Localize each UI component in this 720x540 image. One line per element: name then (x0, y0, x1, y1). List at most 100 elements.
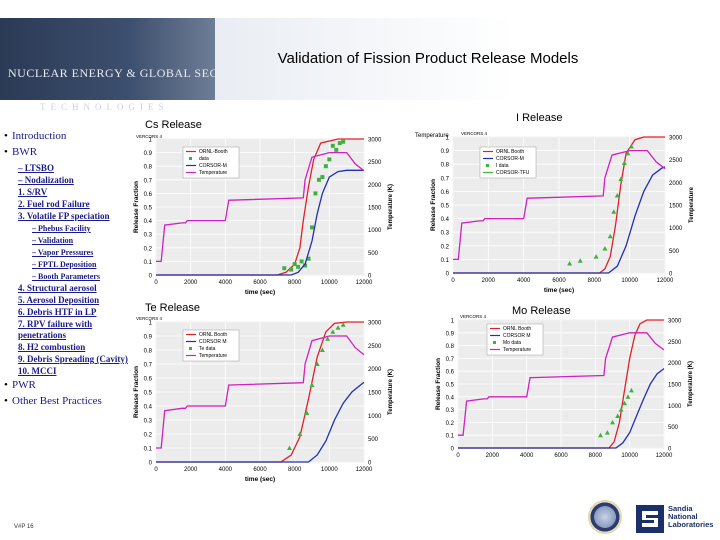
data-point (618, 407, 624, 412)
x-tick-label: 4000 (219, 280, 233, 286)
y-tick-label: 1 (446, 136, 450, 142)
data-point (611, 209, 617, 214)
y2-tick-label: 2000 (669, 181, 683, 187)
series-line-temperature (156, 151, 365, 263)
y2-tick-label: 0 (669, 272, 673, 278)
y-tick-label: 0.3 (446, 408, 455, 414)
data-point (618, 176, 624, 182)
y-tick-label: 0.2 (441, 244, 450, 250)
chart-title-mo: Mo Release (512, 305, 571, 317)
series-line-booth (156, 321, 364, 463)
legend-label: CORSOR M (199, 339, 227, 345)
y-tick-label: 0.8 (446, 344, 455, 350)
data-point (615, 413, 621, 418)
logo-background: NUCLEAR ENERGY & GLOBAL SECURITY TECHNOL… (0, 18, 257, 112)
sandia-logo-icon (636, 505, 664, 533)
sandia-line2: National (668, 512, 698, 521)
chart-te-release: 0 0.1 0.2 0.3 0.4 0.5 0.6 0.7 0.8 0.9 1 0 2000 4000 60… (133, 316, 394, 483)
outline-item[interactable]: 5. Aerosol Deposition (18, 295, 100, 305)
x-tick-label: 10000 (621, 453, 638, 459)
y-tick-label: 0 (149, 461, 153, 467)
data-point (335, 325, 341, 330)
legend-label: CORSOR M (503, 333, 531, 339)
data-point (330, 143, 335, 148)
x-tick-label: 4000 (520, 453, 534, 459)
y-tick-label: 0.2 (144, 433, 153, 439)
outline-item[interactable]: – Validation (32, 236, 74, 245)
y2-tick-label: 0 (368, 461, 372, 467)
x-tick-label: 6000 (253, 467, 267, 473)
outline-item[interactable]: – FPTL Deposition (32, 260, 97, 269)
data-point (310, 225, 314, 230)
y2-axis-label: Temperature (K) (388, 184, 394, 230)
sandia-line3: Laboratories (668, 520, 714, 529)
y2-tick-label: 3000 (668, 319, 682, 325)
legend-label: I data (496, 163, 509, 169)
data-point (323, 164, 328, 169)
legend-swatch (189, 347, 192, 350)
x-tick-label: 8000 (288, 280, 302, 286)
y2-tick-label: 2500 (669, 158, 683, 164)
y2-axis-label: Temperature (K) (388, 369, 394, 415)
data-point (577, 258, 583, 263)
outline-item[interactable]: 3. Volatile FP speciation (18, 211, 110, 221)
legend-label: Temperature (199, 170, 227, 176)
data-point (607, 233, 613, 239)
data-point (567, 260, 573, 266)
data-point (621, 160, 627, 165)
chart-corner-label: VERCORS 4 (136, 134, 163, 139)
data-point (299, 259, 304, 264)
outline-item[interactable]: – Nodalization (18, 175, 74, 185)
legend-label: ORNL Booth (496, 149, 524, 155)
outline-item[interactable]: – Booth Parameters (32, 272, 100, 281)
x-tick-label: 8000 (588, 278, 602, 284)
series-line-temperature (156, 335, 365, 449)
x-tick-label: 6000 (552, 278, 566, 284)
data-point (628, 387, 634, 393)
y-tick-label: 0.5 (441, 204, 450, 210)
y-axis-label: Release Fraction (133, 366, 140, 418)
outline-item[interactable]: 7. RPV failure with penetrations (18, 319, 93, 340)
y2-tick-label: 500 (668, 425, 679, 431)
series-line-booth (458, 319, 664, 449)
outline-item[interactable]: – Vapor Pressures (32, 248, 94, 257)
y-axis-label: Release Fraction (430, 179, 437, 231)
y2-tick-label: 1000 (669, 226, 683, 232)
data-point (341, 139, 346, 144)
data-point (597, 432, 603, 438)
x-tick-label: 0 (451, 278, 455, 284)
slide-code: V#P 16 (14, 524, 34, 530)
outline-item[interactable]: 9. Debris Spreading (Cavity) (18, 354, 128, 364)
y-tick-label: 1 (451, 319, 455, 325)
outline-item[interactable]: – LTSBO (18, 163, 54, 173)
y-axis-label: Release Fraction (133, 181, 140, 233)
data-point (314, 361, 320, 366)
y2-tick-label: 2500 (368, 344, 382, 350)
series-line-corsor (458, 368, 665, 449)
outline-item[interactable]: 1. S/RV (18, 187, 48, 197)
series-line-booth (156, 138, 364, 276)
y-tick-label: 0.6 (144, 192, 153, 198)
y2-tick-label: 3000 (368, 138, 382, 144)
y-tick-label: 0.8 (441, 163, 450, 169)
outline-item[interactable]: 2. Fuel rod Failure (18, 199, 90, 209)
banner-fade (215, 18, 515, 100)
x-tick-label: 10000 (321, 467, 338, 473)
x-tick-label: 4000 (517, 278, 531, 284)
outline-item[interactable]: – Phebus Facility (32, 224, 91, 233)
outline-item[interactable]: 4. Structural aerosol (18, 283, 97, 293)
outline-item[interactable]: 8. H2 combustion (18, 342, 86, 352)
y-tick-label: 0.9 (446, 331, 455, 337)
data-point (625, 394, 631, 399)
y-tick-label: 0.5 (446, 383, 455, 389)
data-point (325, 336, 331, 341)
y-tick-label: 0.8 (144, 165, 153, 171)
y-tick-label: 0.8 (144, 349, 153, 355)
outline-item[interactable]: 6. Debris HTF in LP (18, 307, 97, 317)
y-tick-label: 0.5 (144, 206, 153, 212)
page-title: Validation of Fission Product Release Mo… (277, 50, 579, 67)
chart-cs-release: 0 0.1 0.2 0.3 0.4 0.5 0.6 0.7 0.8 0.9 1 0 2000 4000 60… (133, 134, 394, 296)
x-tick-label: 0 (456, 453, 460, 459)
outline-item[interactable]: 10. MCCI (18, 366, 57, 376)
chart-title-cs: Cs Release (145, 119, 202, 131)
